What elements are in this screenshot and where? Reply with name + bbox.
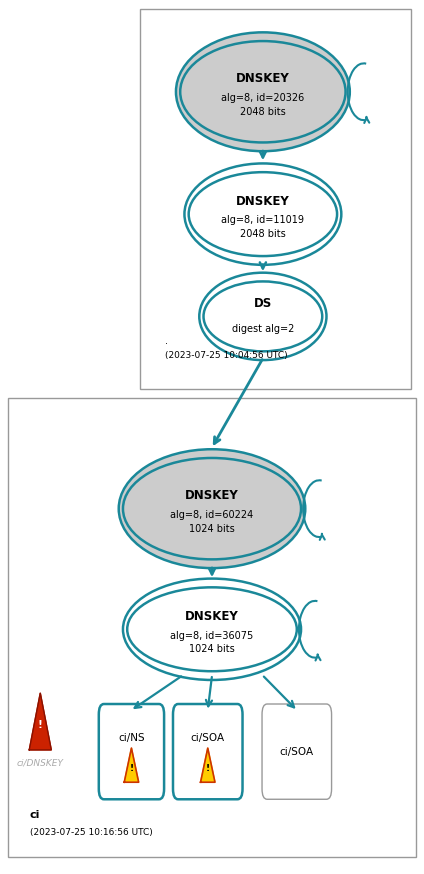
Ellipse shape <box>123 458 301 559</box>
FancyBboxPatch shape <box>99 704 164 799</box>
FancyBboxPatch shape <box>140 9 411 389</box>
Text: alg=8, id=11019
2048 bits: alg=8, id=11019 2048 bits <box>221 215 304 239</box>
Text: DNSKEY: DNSKEY <box>236 195 290 207</box>
Text: ci/SOA: ci/SOA <box>280 746 314 757</box>
Ellipse shape <box>119 449 305 568</box>
Text: !: ! <box>38 720 43 731</box>
Ellipse shape <box>199 273 326 360</box>
Text: .: . <box>165 336 168 346</box>
Text: ci: ci <box>30 809 40 820</box>
Text: ci/SOA: ci/SOA <box>191 732 225 743</box>
Ellipse shape <box>180 41 346 142</box>
Ellipse shape <box>127 587 297 671</box>
Text: DNSKEY: DNSKEY <box>185 489 239 502</box>
Text: (2023-07-25 10:16:56 UTC): (2023-07-25 10:16:56 UTC) <box>30 828 153 836</box>
Text: !: ! <box>206 764 210 773</box>
Ellipse shape <box>123 579 301 680</box>
Ellipse shape <box>184 163 341 265</box>
Ellipse shape <box>204 281 322 351</box>
FancyBboxPatch shape <box>8 398 416 857</box>
Text: alg=8, id=20326
2048 bits: alg=8, id=20326 2048 bits <box>221 93 304 117</box>
Polygon shape <box>201 748 215 782</box>
Polygon shape <box>124 748 139 782</box>
Text: ci/NS: ci/NS <box>118 732 145 743</box>
Ellipse shape <box>176 32 350 151</box>
Text: DS: DS <box>254 297 272 309</box>
Text: DNSKEY: DNSKEY <box>236 73 290 85</box>
Text: (2023-07-25 10:04:56 UTC): (2023-07-25 10:04:56 UTC) <box>165 351 288 360</box>
Text: alg=8, id=36075
1024 bits: alg=8, id=36075 1024 bits <box>170 630 254 655</box>
Text: alg=8, id=60224
1024 bits: alg=8, id=60224 1024 bits <box>170 510 254 534</box>
FancyBboxPatch shape <box>262 704 332 799</box>
FancyBboxPatch shape <box>173 704 243 799</box>
Polygon shape <box>29 693 51 750</box>
Text: DNSKEY: DNSKEY <box>185 610 239 622</box>
Text: !: ! <box>129 764 134 773</box>
Text: digest alg=2: digest alg=2 <box>232 324 294 335</box>
Ellipse shape <box>189 172 337 256</box>
Text: ci/DNSKEY: ci/DNSKEY <box>17 759 64 767</box>
